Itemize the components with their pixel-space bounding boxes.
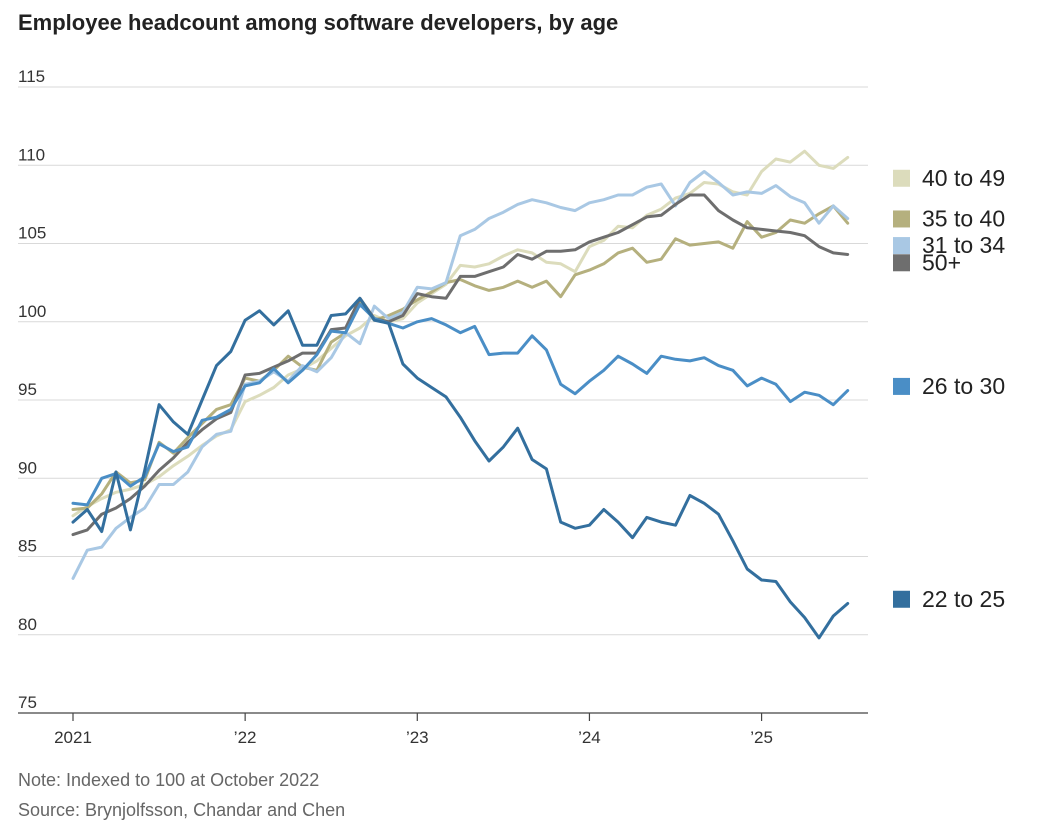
y-tick-label: 90: [18, 458, 37, 477]
legend-label-26-to-30: 26 to 30: [922, 373, 1005, 399]
chart-note: Note: Indexed to 100 at October 2022: [18, 770, 320, 790]
legend-swatch-26-to-30: [893, 377, 910, 395]
series-lines: [71, 149, 850, 640]
gridlines: [18, 86, 868, 714]
legend-label-35-to-40: 35 to 40: [922, 205, 1005, 231]
series-line-26-to-30: [71, 303, 850, 507]
x-tick-label: ’22: [234, 728, 257, 747]
legend-label-50-: 50+: [922, 249, 961, 275]
y-tick-label: 85: [18, 537, 37, 556]
legend-swatch-35-to-40: [893, 210, 910, 228]
chart-source: Source: Brynjolfsson, Chandar and Chen: [18, 800, 346, 820]
x-tick-label: ’23: [406, 728, 429, 747]
legend-swatch-40-to-49: [893, 169, 910, 187]
line-chart: 115 110 105 100 95 90 85 80 75 2021 ’22 ’23 ’24 ’25 4…: [18, 67, 1005, 747]
chart-title: Employee headcount among software develo…: [18, 10, 619, 35]
legend-swatch-50-: [893, 254, 910, 272]
series-line-22-to-25: [71, 296, 850, 640]
x-tick-label: ’24: [578, 728, 601, 747]
x-tick-label: ’25: [750, 728, 773, 747]
x-tick-label: 2021: [54, 728, 92, 747]
y-tick-label: 100: [18, 302, 46, 321]
y-tick-label: 115: [18, 67, 45, 86]
legend-label-40-to-49: 40 to 49: [922, 165, 1005, 191]
axes: 115 110 105 100 95 90 85 80 75 2021 ’22 ’23 ’24 ’25: [18, 67, 773, 747]
y-tick-label: 95: [18, 380, 37, 399]
y-tick-label: 80: [18, 615, 37, 634]
y-tick-label: 75: [18, 693, 37, 712]
legend-swatch-31-to-34: [893, 237, 910, 255]
legend-label-22-to-25: 22 to 25: [922, 586, 1005, 612]
series-line-35-to-40: [71, 204, 850, 511]
series-line-50-: [71, 193, 850, 537]
legend-label-31-to-34: 31 to 34: [922, 232, 1005, 258]
y-tick-label: 110: [18, 145, 45, 164]
y-tick-label: 105: [18, 224, 46, 243]
series-line-31-to-34: [71, 170, 850, 580]
legend-swatch-22-to-25: [893, 590, 910, 608]
